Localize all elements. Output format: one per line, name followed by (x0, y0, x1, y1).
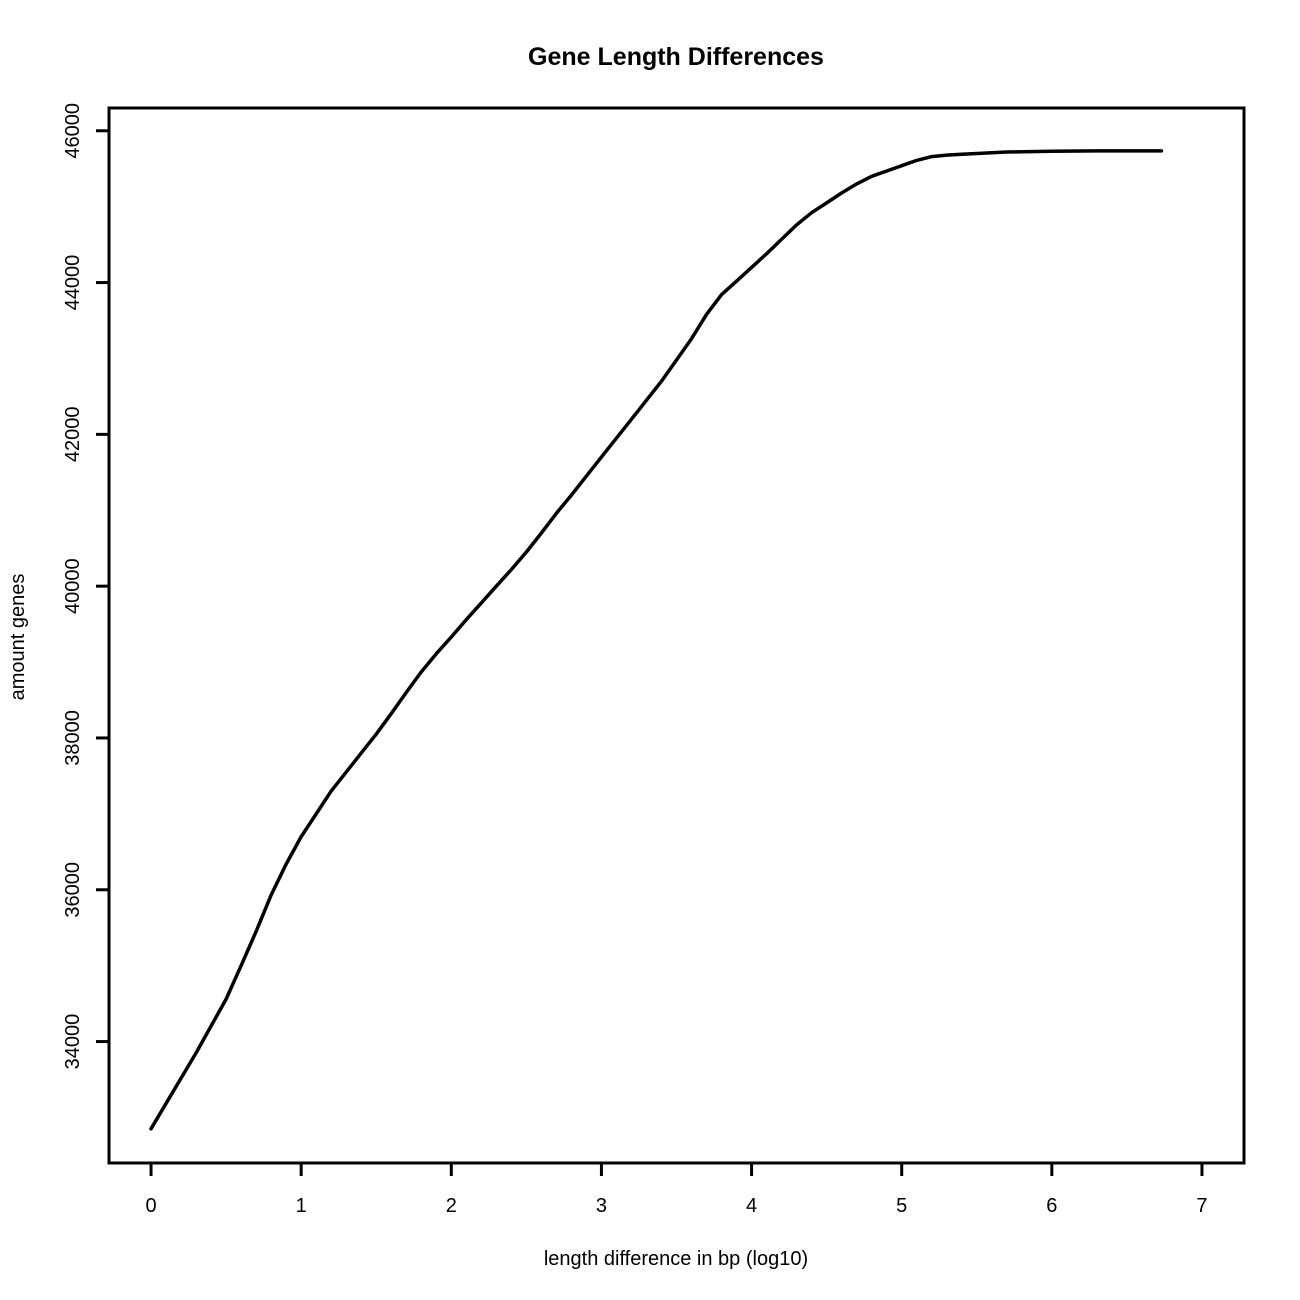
x-tick-label: 6 (1046, 1195, 1057, 1217)
series-line (149, 149, 1164, 1131)
x-axis: 0 1 2 3 4 5 6 7 (145, 1163, 1208, 1217)
y-tick-label: 46000 (62, 103, 84, 159)
y-axis: 34000 36000 38000 40000 42000 44000 46000 (62, 103, 109, 1069)
x-tick-label: 7 (1196, 1195, 1207, 1217)
y-tick-label: 40000 (62, 558, 84, 614)
x-axis-label: length difference in bp (log10) (544, 1248, 808, 1270)
y-tick-label: 38000 (62, 710, 84, 766)
y-tick-label: 44000 (62, 255, 84, 311)
y-tick-label: 34000 (62, 1014, 84, 1070)
x-tick-label: 0 (145, 1195, 156, 1217)
y-tick-label: 42000 (62, 407, 84, 463)
x-tick-label: 2 (446, 1195, 457, 1217)
x-tick-label: 4 (746, 1195, 757, 1217)
x-tick-label: 1 (296, 1195, 307, 1217)
chart-title: Gene Length Differences (528, 43, 824, 71)
series-layer (149, 149, 1164, 1131)
y-axis-label: amount genes (7, 574, 29, 701)
plot-frame (107, 106, 1246, 1165)
x-tick-label: 3 (596, 1195, 607, 1217)
y-tick-label: 36000 (62, 862, 84, 918)
x-tick-label: 5 (896, 1195, 907, 1217)
